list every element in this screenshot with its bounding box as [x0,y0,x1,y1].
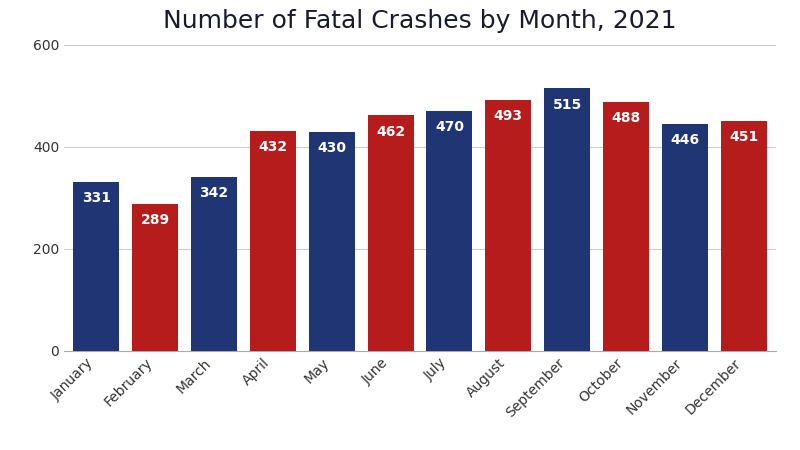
Text: 515: 515 [553,98,582,112]
Text: 451: 451 [729,130,758,144]
Text: 462: 462 [376,125,405,139]
Text: 430: 430 [318,141,346,155]
Text: 342: 342 [199,186,229,200]
Text: 289: 289 [141,213,170,227]
Text: 432: 432 [258,140,287,154]
Text: 493: 493 [494,109,522,123]
Bar [486,99,531,351]
Bar [309,132,354,351]
Title: Number of Fatal Crashes by Month, 2021: Number of Fatal Crashes by Month, 2021 [163,9,677,33]
Bar [721,121,766,351]
Bar [368,115,414,351]
Text: 446: 446 [670,133,699,147]
Text: 488: 488 [611,111,641,125]
Bar [191,176,237,351]
Bar [603,102,649,351]
Bar [662,124,708,351]
Text: 331: 331 [82,191,111,205]
Text: 470: 470 [435,121,464,135]
Bar [132,203,178,351]
Bar [544,88,590,351]
Bar [250,130,296,351]
Bar [426,111,472,351]
Bar [74,182,119,351]
